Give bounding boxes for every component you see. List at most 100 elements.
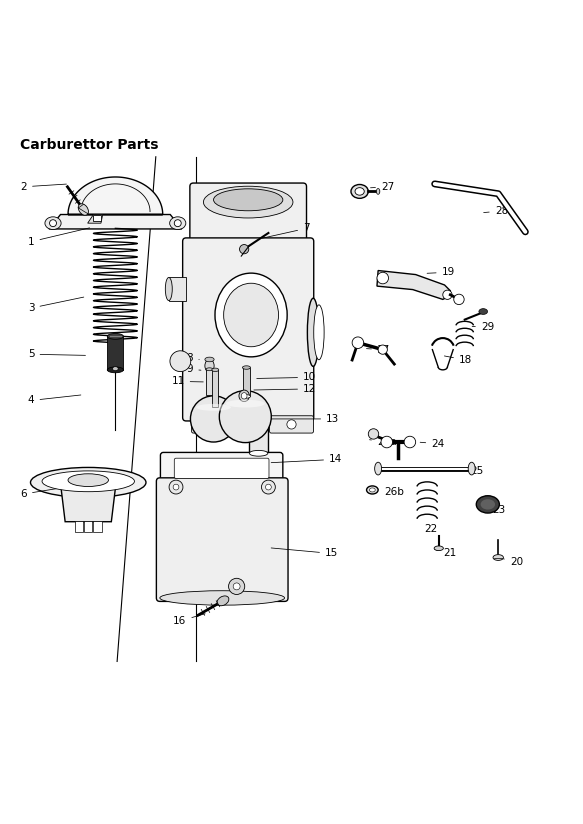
Ellipse shape [170,217,186,230]
Circle shape [170,351,191,372]
Bar [93,215,101,221]
Ellipse shape [243,366,251,369]
Text: 10: 10 [257,372,316,382]
Bar [107,336,124,370]
Circle shape [229,578,245,594]
Circle shape [378,345,387,354]
Text: 22: 22 [424,523,438,534]
Circle shape [454,294,464,305]
Ellipse shape [205,359,214,372]
Ellipse shape [479,309,487,315]
Text: 23: 23 [484,505,505,515]
Text: Carburettor Parts: Carburettor Parts [20,138,159,152]
Text: 26b: 26b [375,487,404,497]
Ellipse shape [68,474,108,486]
Text: 17: 17 [367,344,390,354]
Ellipse shape [243,395,251,398]
Circle shape [206,419,215,429]
FancyBboxPatch shape [269,416,314,433]
FancyBboxPatch shape [156,478,288,602]
Text: 1: 1 [28,228,90,246]
Ellipse shape [351,185,368,199]
Circle shape [261,480,275,494]
Text: 16: 16 [173,614,205,626]
Ellipse shape [493,555,504,560]
Ellipse shape [166,278,172,301]
Text: 7: 7 [262,223,310,238]
Circle shape [191,396,237,442]
Ellipse shape [434,546,443,550]
Circle shape [169,480,183,494]
Ellipse shape [367,486,378,494]
Ellipse shape [107,334,124,339]
Text: 24: 24 [420,438,444,449]
Ellipse shape [239,390,250,401]
Text: 6: 6 [20,488,64,499]
Ellipse shape [215,273,287,357]
Ellipse shape [205,357,214,362]
FancyBboxPatch shape [182,238,314,421]
FancyBboxPatch shape [174,458,269,479]
Ellipse shape [468,462,475,475]
Polygon shape [68,177,163,214]
Ellipse shape [213,189,283,211]
Ellipse shape [377,189,380,194]
Ellipse shape [78,204,89,215]
Ellipse shape [196,404,231,411]
Ellipse shape [480,499,495,509]
Text: 11: 11 [171,377,203,386]
Ellipse shape [307,298,319,367]
Text: 13: 13 [271,414,339,424]
Bar [250,418,268,453]
Ellipse shape [224,283,279,347]
Bar [169,278,186,301]
Ellipse shape [241,393,247,399]
Text: 3: 3 [28,297,84,313]
Ellipse shape [160,591,285,605]
Ellipse shape [314,305,324,360]
Text: 12: 12 [254,384,317,394]
Text: 5: 5 [28,349,86,359]
Polygon shape [49,214,182,229]
Circle shape [173,485,179,490]
Ellipse shape [203,186,293,218]
FancyBboxPatch shape [192,416,230,433]
Ellipse shape [107,367,124,372]
Polygon shape [377,270,450,299]
Ellipse shape [206,368,213,371]
Ellipse shape [226,400,265,408]
Text: 26a: 26a [370,437,396,447]
Ellipse shape [42,471,135,492]
Circle shape [381,436,392,447]
FancyBboxPatch shape [160,452,283,485]
Ellipse shape [30,467,146,498]
Text: 21: 21 [435,549,456,559]
FancyBboxPatch shape [190,183,307,245]
Circle shape [443,290,452,299]
Text: 20: 20 [501,557,523,567]
Text: 15: 15 [271,548,338,559]
Circle shape [50,220,57,227]
Polygon shape [61,484,116,522]
Circle shape [368,428,379,439]
Ellipse shape [375,462,382,475]
Ellipse shape [113,367,118,371]
Text: 25: 25 [459,466,484,476]
Text: 4: 4 [28,395,81,405]
Circle shape [233,583,240,590]
Bar [75,521,83,531]
Circle shape [352,337,364,349]
Ellipse shape [212,368,219,372]
Text: 9: 9 [187,364,201,374]
Circle shape [240,245,249,254]
Circle shape [287,419,296,429]
Text: 28: 28 [484,206,508,216]
Ellipse shape [250,414,268,420]
Ellipse shape [250,451,268,456]
Bar [212,370,218,407]
Circle shape [377,272,388,283]
Text: 8: 8 [187,353,199,363]
Text: 27: 27 [371,182,394,192]
Bar [84,521,92,531]
Text: 14: 14 [271,454,342,465]
